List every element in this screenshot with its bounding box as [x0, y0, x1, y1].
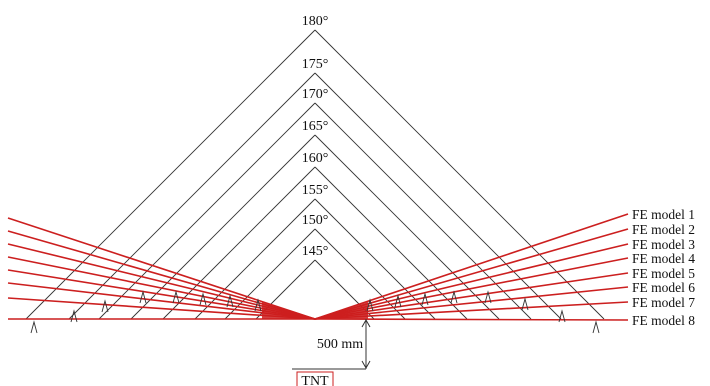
fe-model-label: FE model 7 [632, 295, 695, 310]
support-icon [366, 298, 374, 312]
beam-hinge-fill-right [315, 302, 368, 319]
support-icon [521, 297, 529, 311]
tnt-charge: TNT [296, 371, 334, 386]
angle-line-left [162, 166, 316, 320]
fe-model-label: FE model 6 [632, 280, 695, 295]
fe-model-label: FE model 1 [632, 207, 695, 222]
angle-line-left [25, 29, 316, 320]
support-icon [592, 320, 600, 334]
support-icon [558, 309, 566, 323]
angle-labels: 180° 175° 170° 165° 160° 155° 150° 145° [302, 14, 329, 259]
fe-model-label: FE model 5 [632, 266, 695, 281]
fe-model-beam-right [314, 213, 629, 320]
support-icon [172, 290, 180, 304]
fe-model-label: FE model 3 [632, 237, 695, 252]
standoff-arrow-icon [361, 318, 371, 328]
standoff-label: 500 mm [317, 337, 363, 352]
angle-label-165: 165° [302, 119, 329, 134]
support-icon [484, 290, 492, 304]
angle-line-left [98, 102, 316, 320]
fe-model-label: FE model 8 [632, 313, 695, 328]
support-icon [139, 290, 147, 304]
support-icon [30, 320, 38, 334]
angle-label-175: 175° [302, 57, 329, 72]
tnt-box [296, 371, 334, 386]
angle-line-right [314, 102, 532, 320]
angle-label-150: 150° [302, 213, 329, 228]
angle-line-left [68, 72, 316, 320]
angle-line-right [314, 29, 605, 320]
support-icon [199, 292, 207, 306]
fe-model-label: FE model 2 [632, 222, 695, 237]
fe-model-label: FE model 4 [632, 251, 695, 266]
support-icon [394, 294, 402, 308]
fe-model-beam-right [314, 318, 629, 321]
fe-model-beams [7, 213, 629, 321]
angle-triangles [25, 29, 605, 320]
angle-label-145: 145° [302, 244, 329, 259]
angle-label-170: 170° [302, 87, 329, 102]
tnt-label: TNT [301, 374, 329, 386]
angle-line-right [314, 166, 468, 320]
beam-hinge-fill-left [262, 302, 315, 319]
standoff-indicator: 500 mm [292, 318, 371, 370]
angle-label-155: 155° [302, 183, 329, 198]
fe-model-beam-left [7, 217, 316, 320]
support-icon [70, 309, 78, 323]
support-icon [421, 292, 429, 306]
angle-label-160: 160° [302, 151, 329, 166]
standoff-arrow-icon [361, 360, 371, 370]
model-labels: FE model 1FE model 2FE model 3FE model 4… [632, 207, 695, 328]
support-icon [450, 290, 458, 304]
supports [30, 290, 600, 334]
angle-line-right [314, 72, 562, 320]
angle-label-180: 180° [302, 14, 329, 29]
support-icon [101, 299, 109, 313]
support-icon [254, 298, 262, 312]
support-icon [226, 294, 234, 308]
